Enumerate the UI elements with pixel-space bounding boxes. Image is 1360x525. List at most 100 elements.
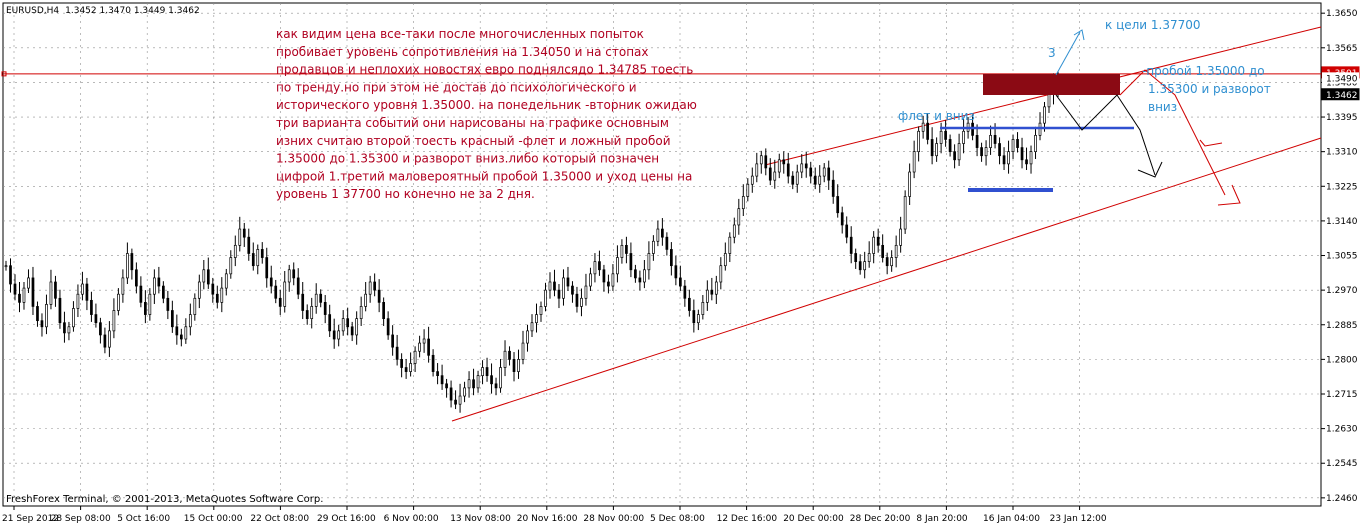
candle-body: [454, 399, 457, 405]
y-tick-label: 1.2715: [1326, 390, 1358, 400]
annotation-line: по тренду.но при этом не достав до психо…: [276, 80, 637, 94]
candle-body: [845, 224, 849, 238]
candle-body: [233, 244, 237, 258]
candle-body: [36, 306, 39, 322]
candle-body: [822, 167, 826, 177]
candle-body: [22, 287, 26, 303]
candle-body: [876, 236, 880, 246]
candle-body: [18, 293, 21, 303]
candle-body: [274, 285, 278, 299]
analysis-annotation: как видим цена все-таки после многочисле…: [276, 27, 697, 201]
breakout-annotation: -пробой 1.35000 до 1.35300 и разворот вниз: [1142, 64, 1271, 114]
candle-body: [1034, 135, 1037, 153]
candle-body: [593, 261, 597, 275]
candle-body: [45, 304, 48, 328]
y-tick-label: 1.3480: [1326, 78, 1358, 88]
copyright-text: FreshForex Terminal, © 2001-2013, MetaQu…: [6, 494, 323, 505]
candle-body: [139, 285, 143, 303]
y-tick-label: 1.3565: [1326, 44, 1358, 54]
candle-body: [912, 151, 916, 173]
candle-body: [413, 350, 417, 364]
candle-body: [562, 277, 565, 299]
y-tick-label: 1.3225: [1326, 182, 1358, 192]
candle-body: [930, 139, 934, 157]
candle-body: [589, 273, 592, 287]
candle-body: [692, 310, 696, 324]
candle-body: [409, 363, 412, 372]
candle-body: [908, 171, 911, 197]
candle-body: [831, 179, 835, 197]
candle-body: [1016, 139, 1019, 148]
candle-body: [386, 318, 390, 336]
x-tick-label: 15 Oct 00:00: [184, 514, 243, 524]
candle-body: [1025, 159, 1028, 165]
candle-body: [881, 244, 885, 258]
price-tag-bg: [1322, 72, 1359, 84]
x-tick-label: 22 Oct 08:00: [250, 514, 309, 524]
hline-anchor[interactable]: [1, 71, 7, 77]
candle-body: [926, 122, 929, 140]
candle-body: [422, 338, 426, 344]
candle-body: [144, 302, 147, 315]
candle-body: [539, 306, 543, 315]
resistance-zone-box: [983, 74, 1120, 95]
candle-body: [58, 297, 62, 324]
candle-body: [436, 371, 439, 377]
candle-body: [382, 302, 385, 319]
candle-body: [341, 318, 345, 332]
candle-body: [251, 253, 255, 267]
x-tick-label: 16 Jan 04:00: [983, 514, 1040, 524]
x-tick-label: 6 Nov 00:00: [384, 514, 439, 524]
candle-body: [962, 130, 965, 144]
candles: [4, 71, 1060, 413]
candle-body: [99, 322, 102, 336]
candle-body: [1047, 94, 1051, 108]
candle-body: [616, 257, 619, 275]
candle-body: [220, 287, 224, 303]
candle-body: [750, 175, 754, 185]
target-label: к цели 1.37700: [1105, 18, 1201, 32]
candle-body: [903, 196, 907, 230]
candle-body: [153, 277, 156, 295]
candle-body: [580, 297, 583, 307]
candle-body: [634, 269, 637, 279]
candle-body: [571, 285, 574, 295]
breakout-line: 1.35300 и разворот: [1148, 82, 1271, 96]
candle-body: [984, 147, 988, 157]
candle-body: [278, 297, 282, 307]
blue-target-arrow: [1055, 31, 1081, 76]
candle-body: [598, 261, 601, 271]
candle-body: [714, 281, 718, 295]
candle-body: [179, 334, 183, 340]
trend-lines: [3, 26, 1322, 422]
candle-body: [135, 269, 138, 287]
candle-body: [656, 228, 660, 242]
x-tick-label: 20 Nov 16:00: [517, 514, 578, 524]
candle-body: [674, 265, 678, 279]
annotation-line: как видим цена все-таки после многочисле…: [276, 27, 644, 41]
candle-body: [332, 330, 336, 340]
candle-body: [54, 281, 57, 299]
annotation-line: 1.35000 до 1.35300 и разворот вниз.либо …: [276, 152, 659, 166]
annotation-line: продавцов и неплохих новостях евро подня…: [276, 63, 693, 77]
annotation-line: пробивает уровень сопротивления на 1.340…: [276, 45, 649, 59]
candle-body: [768, 167, 772, 181]
candle-body: [193, 297, 197, 315]
annotation-line: цифрой 1.третий маловероятный пробой 1.3…: [276, 169, 692, 183]
candle-body: [27, 277, 30, 289]
candle-body: [584, 285, 588, 299]
candle-body: [481, 367, 484, 377]
candle-body: [301, 293, 305, 311]
candle-body: [440, 375, 444, 385]
candle-body: [696, 314, 700, 324]
price-tag-label: 1.3490: [1326, 74, 1358, 84]
candle-body: [553, 281, 556, 291]
candle-body: [508, 350, 511, 360]
candle-body: [472, 379, 475, 389]
candle-body: [85, 283, 89, 301]
candle-body: [665, 236, 669, 250]
candle-body: [247, 236, 251, 254]
x-tick-label: 28 Dec 20:00: [850, 514, 911, 524]
